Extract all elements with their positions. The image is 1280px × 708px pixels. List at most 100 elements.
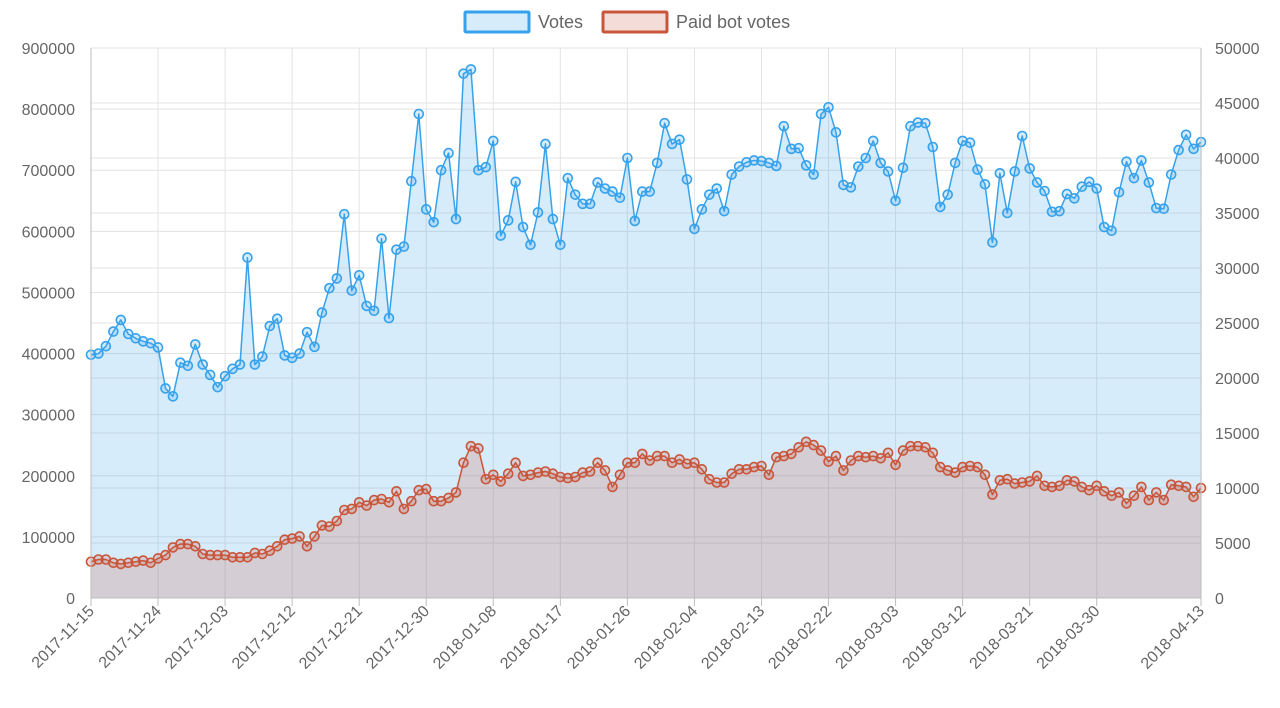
point-votes[interactable]	[1024, 163, 1035, 174]
point-paid-bot-votes[interactable]	[473, 443, 484, 454]
point-votes[interactable]	[420, 204, 432, 215]
point-votes[interactable]	[443, 147, 454, 159]
point-paid-bot-votes[interactable]	[175, 538, 186, 550]
point-paid-bot-votes[interactable]	[197, 548, 209, 560]
point-votes[interactable]	[487, 135, 499, 147]
point-paid-bot-votes[interactable]	[1188, 491, 1199, 503]
point-paid-bot-votes[interactable]	[204, 549, 216, 561]
point-paid-bot-votes[interactable]	[823, 456, 834, 467]
point-votes[interactable]	[361, 300, 372, 312]
point-votes[interactable]	[152, 342, 164, 353]
point-paid-bot-votes[interactable]	[115, 558, 127, 570]
point-votes[interactable]	[808, 169, 819, 180]
point-votes[interactable]	[294, 348, 305, 359]
point-votes[interactable]	[681, 174, 693, 185]
point-paid-bot-votes[interactable]	[391, 485, 402, 497]
point-votes[interactable]	[718, 205, 730, 217]
legend-item-votes[interactable]: Votes	[463, 10, 583, 34]
point-votes[interactable]	[562, 172, 574, 184]
point-votes[interactable]	[480, 161, 492, 173]
point-votes[interactable]	[1076, 181, 1088, 193]
point-paid-bot-votes[interactable]	[1016, 477, 1028, 488]
point-votes[interactable]	[1188, 143, 1199, 155]
point-paid-bot-votes[interactable]	[1039, 480, 1050, 492]
point-paid-bot-votes[interactable]	[279, 534, 290, 546]
point-votes[interactable]	[316, 307, 328, 318]
point-paid-bot-votes[interactable]	[964, 460, 976, 472]
legend-item-paid-bot-votes[interactable]: Paid bot votes	[601, 10, 790, 34]
point-votes[interactable]	[607, 186, 618, 197]
point-votes[interactable]	[219, 370, 231, 382]
point-votes[interactable]	[696, 204, 708, 215]
point-paid-bot-votes[interactable]	[249, 547, 261, 559]
point-paid-bot-votes[interactable]	[756, 460, 767, 472]
point-votes[interactable]	[748, 155, 760, 166]
point-votes[interactable]	[212, 381, 223, 393]
point-paid-bot-votes[interactable]	[718, 477, 730, 488]
point-paid-bot-votes[interactable]	[1061, 474, 1073, 486]
point-votes[interactable]	[532, 207, 544, 218]
point-paid-bot-votes[interactable]	[920, 441, 931, 453]
point-votes[interactable]	[964, 137, 976, 149]
point-votes[interactable]	[204, 369, 216, 381]
point-paid-bot-votes[interactable]	[271, 540, 283, 552]
point-paid-bot-votes[interactable]	[428, 495, 439, 507]
point-paid-bot-votes[interactable]	[987, 489, 998, 500]
point-votes[interactable]	[324, 282, 335, 294]
point-paid-bot-votes[interactable]	[905, 440, 916, 452]
point-votes[interactable]	[1009, 166, 1021, 177]
point-votes[interactable]	[160, 383, 171, 394]
point-votes[interactable]	[1173, 144, 1184, 156]
point-paid-bot-votes[interactable]	[1113, 487, 1125, 498]
point-paid-bot-votes[interactable]	[338, 504, 350, 516]
point-votes[interactable]	[890, 195, 901, 207]
point-votes[interactable]	[584, 198, 596, 210]
point-paid-bot-votes[interactable]	[912, 440, 924, 452]
point-paid-bot-votes[interactable]	[651, 450, 663, 462]
point-paid-bot-votes[interactable]	[93, 554, 104, 565]
point-votes[interactable]	[525, 239, 536, 251]
point-votes[interactable]	[972, 164, 983, 175]
point-votes[interactable]	[629, 215, 641, 227]
point-paid-bot-votes[interactable]	[1173, 480, 1184, 492]
point-paid-bot-votes[interactable]	[875, 452, 886, 464]
point-votes[interactable]	[376, 233, 387, 244]
point-votes[interactable]	[1121, 156, 1132, 167]
point-votes[interactable]	[182, 360, 194, 372]
point-paid-bot-votes[interactable]	[607, 481, 618, 493]
point-paid-bot-votes[interactable]	[957, 461, 968, 473]
point-votes[interactable]	[875, 157, 886, 169]
point-paid-bot-votes[interactable]	[785, 448, 797, 460]
point-votes[interactable]	[495, 230, 507, 241]
point-paid-bot-votes[interactable]	[1031, 470, 1043, 482]
point-votes[interactable]	[726, 169, 737, 180]
point-votes[interactable]	[651, 157, 663, 169]
point-votes[interactable]	[167, 391, 179, 402]
point-votes[interactable]	[778, 120, 790, 132]
point-votes[interactable]	[93, 348, 104, 359]
point-paid-bot-votes[interactable]	[577, 467, 588, 478]
point-votes[interactable]	[1106, 225, 1117, 237]
point-votes[interactable]	[785, 143, 797, 155]
point-votes[interactable]	[1016, 130, 1028, 142]
point-votes[interactable]	[867, 135, 879, 147]
point-paid-bot-votes[interactable]	[1121, 498, 1132, 509]
point-votes[interactable]	[242, 252, 253, 263]
point-paid-bot-votes[interactable]	[763, 469, 775, 481]
point-votes[interactable]	[860, 152, 872, 164]
point-paid-bot-votes[interactable]	[972, 461, 983, 473]
point-votes[interactable]	[853, 161, 864, 172]
point-votes[interactable]	[249, 359, 261, 370]
point-paid-bot-votes[interactable]	[495, 476, 507, 487]
point-votes[interactable]	[309, 341, 320, 353]
point-votes[interactable]	[1165, 169, 1177, 180]
point-votes[interactable]	[234, 359, 246, 370]
point-paid-bot-votes[interactable]	[1054, 480, 1065, 492]
point-votes[interactable]	[510, 176, 521, 188]
point-votes[interactable]	[1091, 183, 1102, 194]
point-votes[interactable]	[435, 164, 447, 176]
point-paid-bot-votes[interactable]	[793, 441, 805, 453]
point-votes[interactable]	[1180, 129, 1192, 141]
point-paid-bot-votes[interactable]	[830, 450, 842, 462]
point-votes[interactable]	[793, 142, 805, 154]
